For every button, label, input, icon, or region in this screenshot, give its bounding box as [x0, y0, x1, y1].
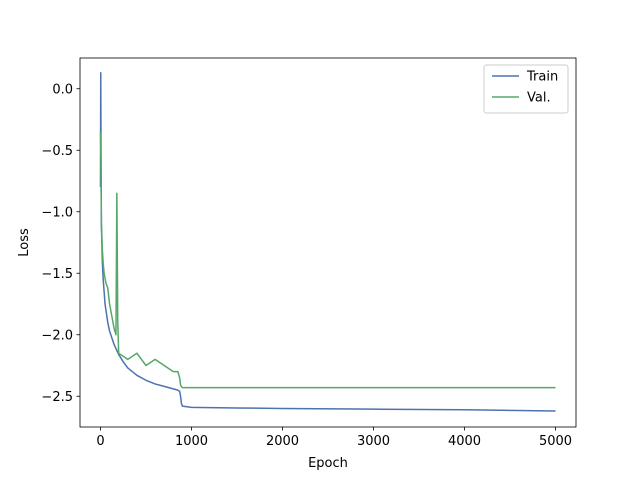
y-tick-label: −0.5	[41, 144, 73, 159]
x-tick-label: 3000	[357, 434, 390, 449]
legend-box	[483, 64, 569, 114]
series-layer	[99, 72, 556, 412]
x-tick-label: 4000	[448, 434, 481, 449]
y-tick-label: −2.0	[41, 328, 73, 343]
y-tick-label: −2.5	[41, 390, 73, 405]
x-tick-label: 2000	[266, 434, 299, 449]
x-tick-label: 1000	[175, 434, 208, 449]
legend: Train Val.	[483, 64, 569, 114]
series-line-val	[99, 131, 556, 389]
axes-frame	[79, 57, 577, 428]
x-tick-label: 0	[96, 434, 104, 449]
y-tick-label: 0.0	[52, 82, 73, 97]
y-axis-ticks: 0.0 −0.5 −1.0 −1.5 −2.0 −2.5	[41, 82, 80, 405]
legend-label-train: Train	[526, 70, 558, 85]
y-axis-label: Loss	[17, 228, 32, 257]
y-tick-label: −1.5	[41, 267, 73, 282]
x-axis-label: Epoch	[308, 456, 348, 471]
legend-label-val: Val.	[527, 91, 551, 106]
x-tick-label: 5000	[539, 434, 572, 449]
series-line-train	[99, 72, 556, 412]
y-tick-label: −1.0	[41, 205, 73, 220]
x-axis-ticks: 0 1000 2000 3000 4000 5000	[96, 427, 572, 449]
